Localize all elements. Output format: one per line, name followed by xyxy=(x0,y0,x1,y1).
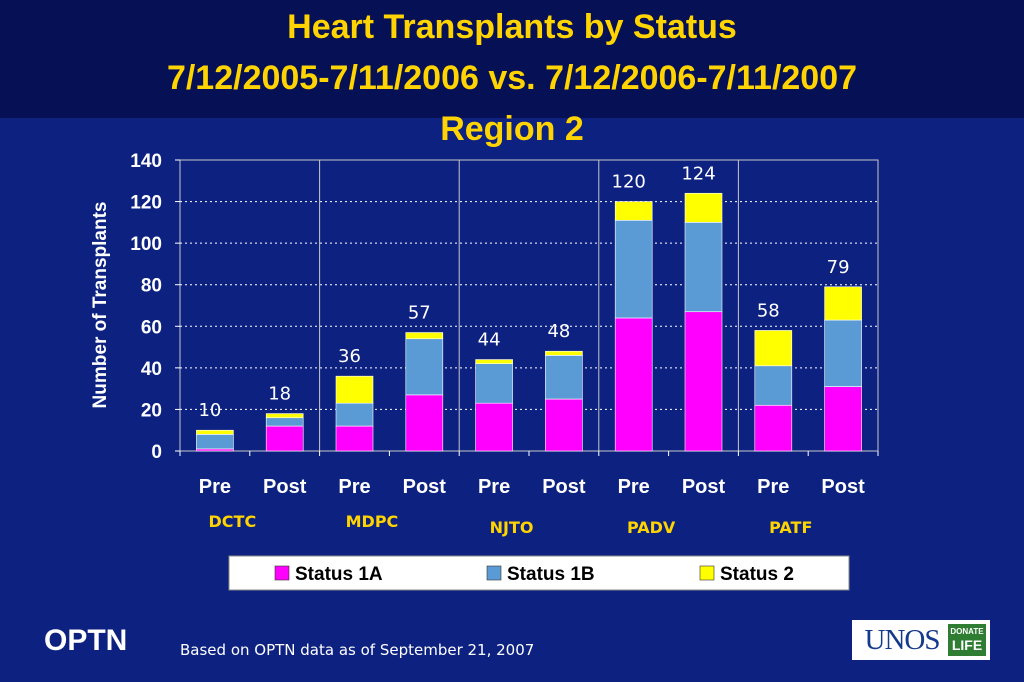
y-tick-label: 80 xyxy=(141,276,162,297)
data-label: 124 xyxy=(681,163,715,184)
bar-segment-status-1b xyxy=(475,363,513,404)
data-label: 44 xyxy=(478,330,501,351)
title-line-3: Region 2 xyxy=(440,110,584,148)
bar-segment-status-1a xyxy=(754,404,793,452)
x-tick-label: Pre xyxy=(338,476,370,498)
x-tick-label: Pre xyxy=(478,476,510,498)
bar-segment-status-1a xyxy=(684,311,723,452)
legend-swatch xyxy=(699,565,715,581)
data-label: 79 xyxy=(827,257,850,278)
y-tick-label: 0 xyxy=(151,442,162,463)
legend-label: Status 1B xyxy=(507,564,595,585)
x-tick-label: Post xyxy=(682,476,726,498)
stacked-bar-chart: 0 20 40 60 80 100 120 140 10 Pre 18 Post 36 Pre 57 Post… xyxy=(90,151,879,591)
unos-logo-text: UNOS xyxy=(858,625,946,655)
y-tick-label: 20 xyxy=(141,400,162,421)
bar-segment-status-1a xyxy=(824,386,862,452)
optn-brand: OPTN xyxy=(44,624,128,657)
donate-life-badge: DONATE LIFE xyxy=(948,624,986,656)
bar-segment-status-2 xyxy=(614,201,653,221)
bar-segment-status-2 xyxy=(824,286,862,321)
title-line-2: 7/12/2005-7/11/2006 vs. 7/12/2006-7/11/2… xyxy=(166,59,858,97)
bar-segment-status-1b xyxy=(614,219,653,319)
legend-swatch xyxy=(486,565,502,581)
data-label: 58 xyxy=(757,300,780,321)
x-tick-label: Post xyxy=(542,476,586,498)
bar-segment-status-1b xyxy=(196,434,234,450)
legend xyxy=(228,555,850,591)
data-label: 120 xyxy=(612,172,646,193)
group-label: NJTO xyxy=(490,518,534,537)
bar-segment-status-1a xyxy=(405,394,444,452)
data-label: 36 xyxy=(338,346,361,367)
x-tick-label: Pre xyxy=(618,476,650,498)
chart-title: Heart Transplants by Status 7/12/2005-7/… xyxy=(0,2,1024,155)
bar-segment-status-2 xyxy=(475,359,513,364)
y-tick-label: 120 xyxy=(130,193,162,214)
data-label: 57 xyxy=(408,303,431,324)
bar-segment-status-1a xyxy=(335,425,374,452)
x-tick-label: Post xyxy=(263,476,307,498)
group-label: PATF xyxy=(769,518,812,537)
bar-segment-status-1b xyxy=(335,402,374,427)
bar-segment-status-1b xyxy=(824,319,862,387)
bar-segment-status-2 xyxy=(754,330,793,367)
bar-segment-status-2 xyxy=(545,350,583,356)
x-tick-label: Pre xyxy=(199,476,231,498)
donate-life-top: DONATE xyxy=(950,627,984,636)
bar-segment-status-2 xyxy=(265,413,304,419)
group-label: MDPC xyxy=(346,512,399,531)
x-tick-label: Post xyxy=(403,476,447,498)
data-label: 10 xyxy=(198,400,221,421)
legend-label: Status 2 xyxy=(720,564,794,585)
bar-segment-status-1a xyxy=(614,317,653,452)
y-tick-label: 100 xyxy=(130,234,162,255)
y-tick-label: 40 xyxy=(141,359,162,380)
y-axis-label: Number of Transplants xyxy=(90,202,111,409)
unos-donate-life-logo: UNOS DONATE LIFE xyxy=(852,620,990,660)
y-tick-label: 140 xyxy=(130,151,162,172)
title-line-1: Heart Transplants by Status xyxy=(287,8,737,46)
data-label: 48 xyxy=(547,321,570,342)
donate-life-bottom: LIFE xyxy=(951,637,983,653)
bar-segment-status-1b xyxy=(545,355,583,400)
group-label: PADV xyxy=(627,518,676,537)
legend-label: Status 1A xyxy=(295,564,383,585)
data-source-note: Based on OPTN data as of September 21, 2… xyxy=(180,641,535,659)
y-tick-label: 60 xyxy=(141,317,162,338)
legend-swatch xyxy=(274,565,290,581)
bar-segment-status-2 xyxy=(335,375,374,404)
bar-segment-status-2 xyxy=(405,332,444,340)
bar-segment-status-1b xyxy=(684,222,723,313)
x-tick-label: Post xyxy=(821,476,865,498)
bar-segment-status-1a xyxy=(475,402,513,452)
bar-segment-status-1a xyxy=(196,448,234,452)
group-label: DCTC xyxy=(209,512,257,531)
x-tick-label: Pre xyxy=(757,476,789,498)
bar-segment-status-1b xyxy=(405,338,444,396)
data-label: 18 xyxy=(268,384,291,405)
bar-segment-status-2 xyxy=(684,192,723,223)
bar-segment-status-1b xyxy=(265,417,304,427)
bar-segment-status-1a xyxy=(545,398,583,452)
bar-segment-status-2 xyxy=(196,429,234,435)
bar-segment-status-1a xyxy=(265,425,304,452)
bar-segment-status-1b xyxy=(754,365,793,406)
